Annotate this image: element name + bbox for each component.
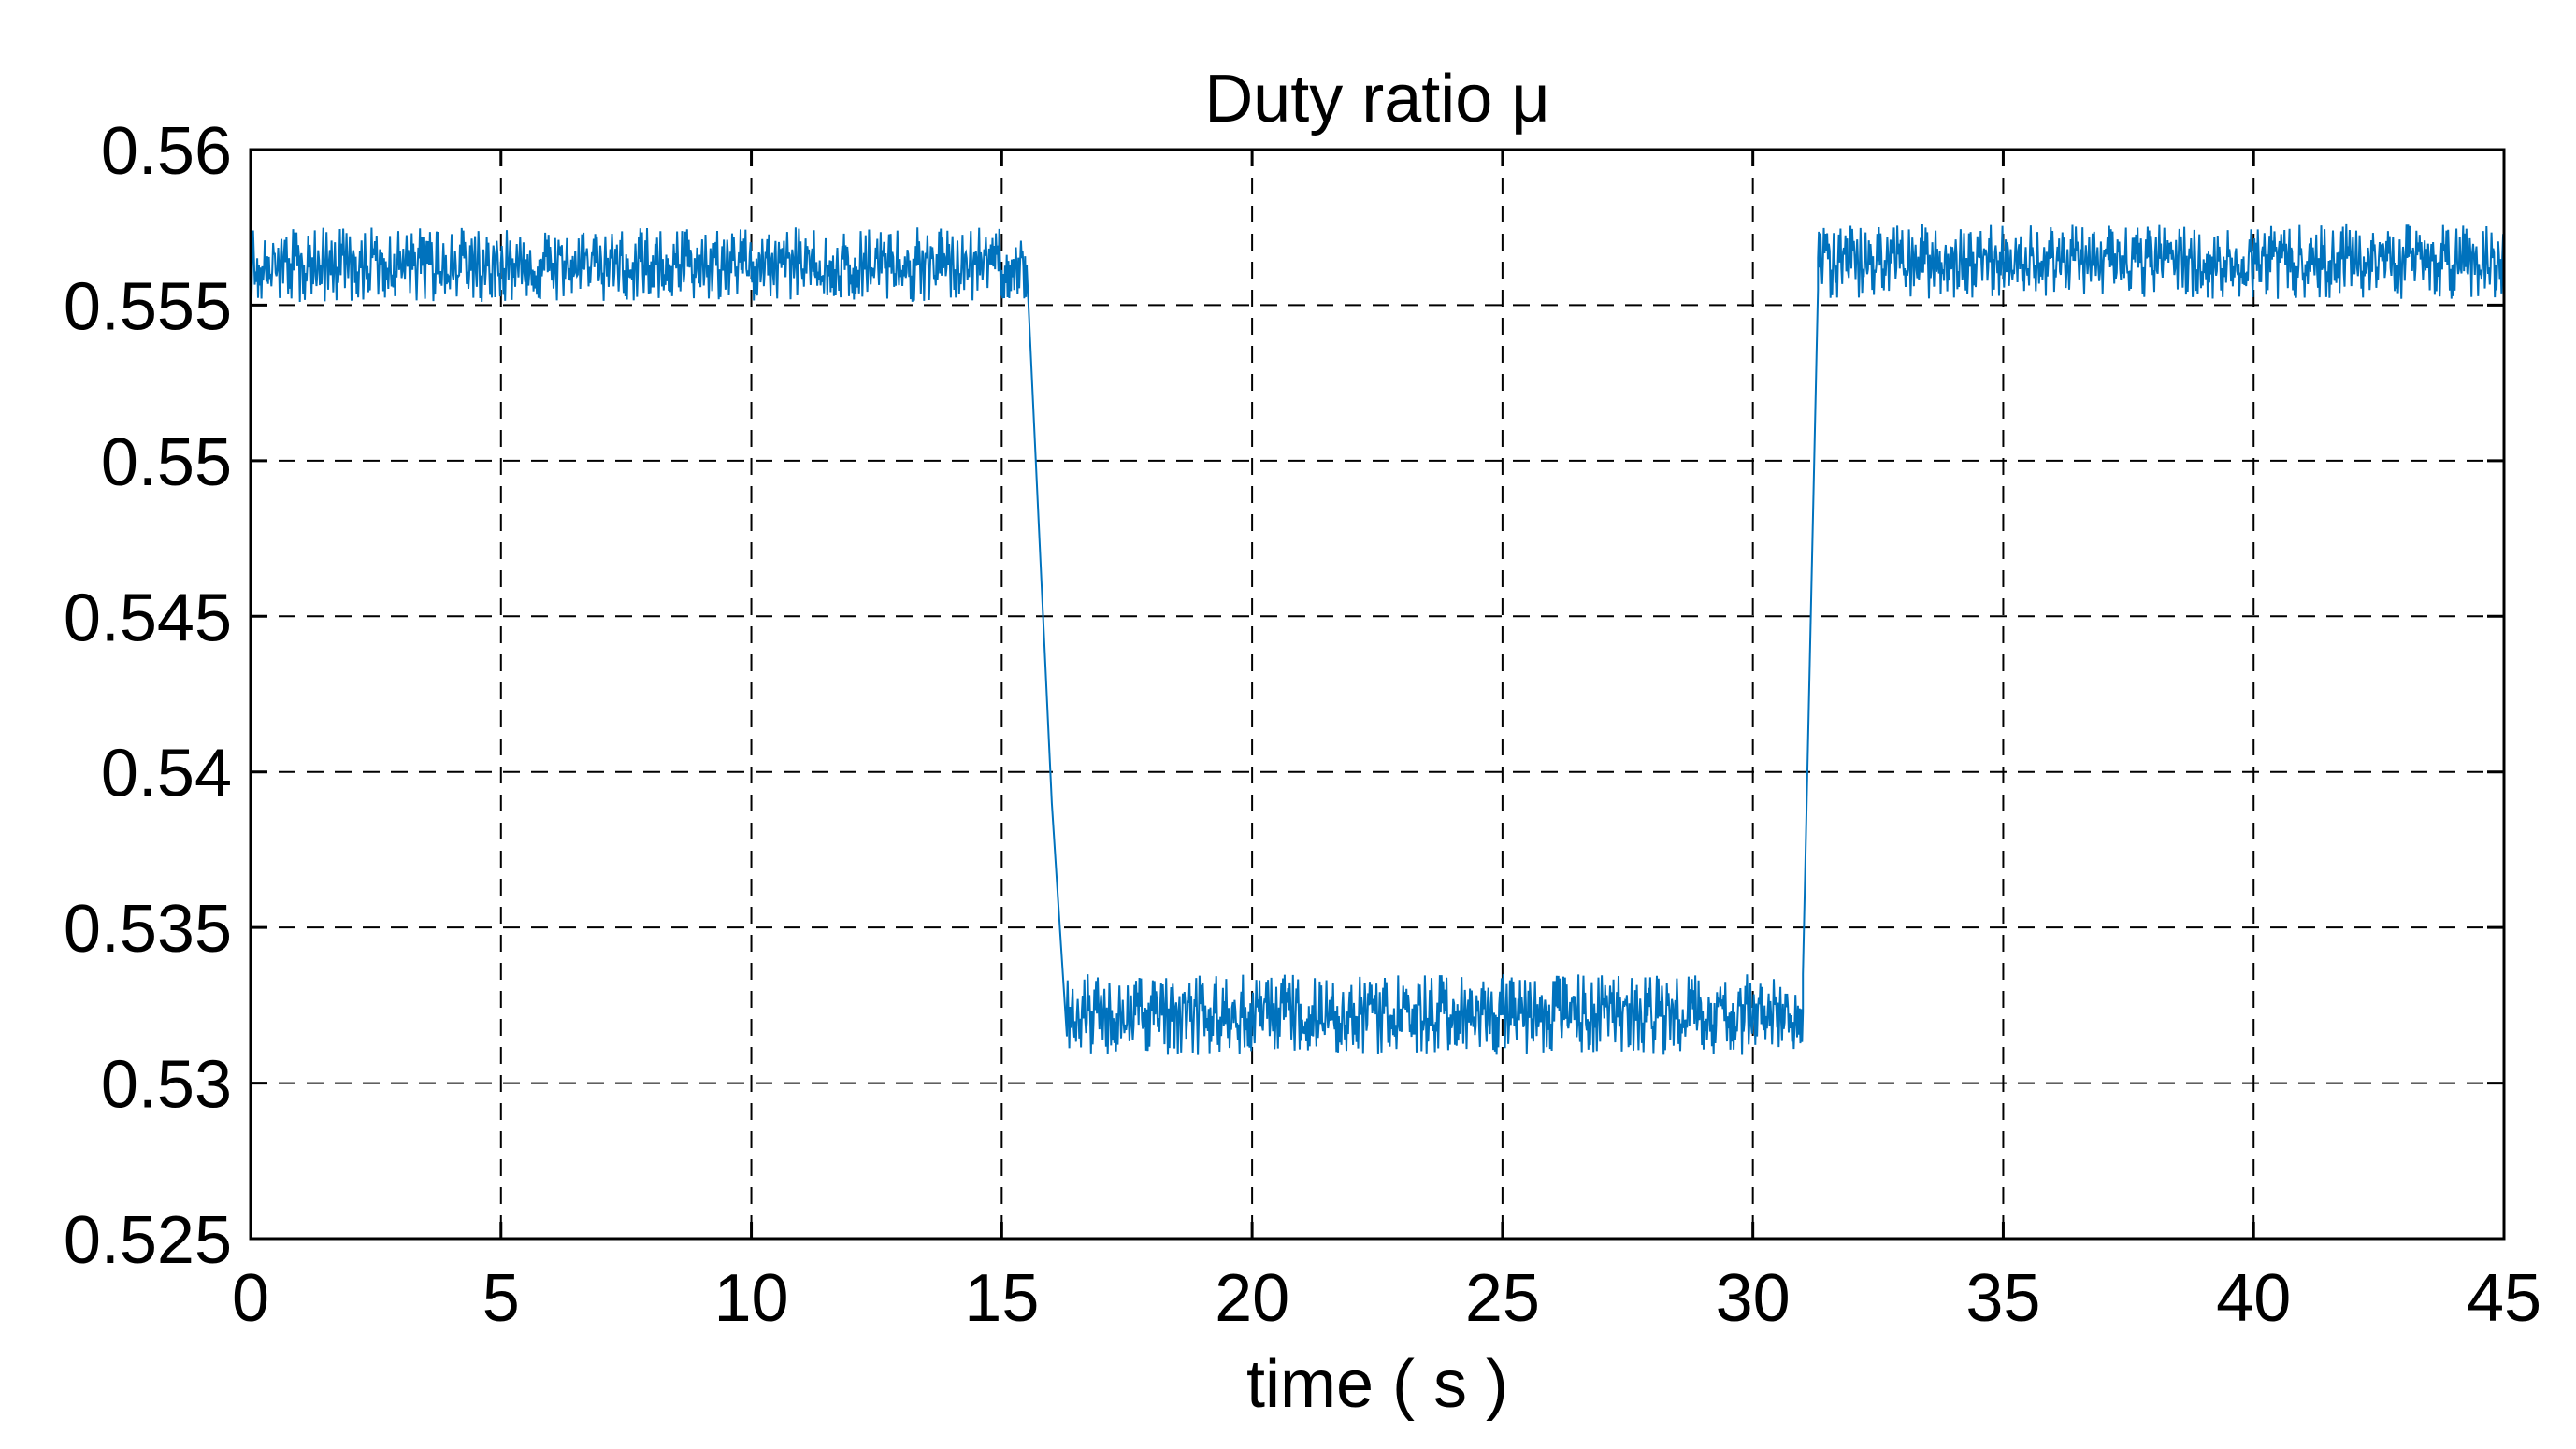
x-tick-label: 5 [482, 1261, 520, 1336]
y-tick-label: 0.525 [64, 1203, 232, 1278]
x-tick-labels: 0 5 10 15 20 25 30 35 40 45 [232, 1261, 2541, 1336]
x-tick-label: 20 [1215, 1261, 1289, 1336]
y-tick-label: 0.535 [64, 892, 232, 967]
x-tick-label: 40 [2216, 1261, 2291, 1336]
y-tick-label: 0.53 [101, 1048, 232, 1123]
x-tick-label: 0 [232, 1261, 269, 1336]
y-tick-label: 0.54 [101, 737, 232, 811]
x-tick-label: 10 [714, 1261, 789, 1336]
x-tick-label: 15 [964, 1261, 1039, 1336]
grid-lines [251, 150, 2504, 1239]
y-tick-label: 0.55 [101, 425, 232, 500]
y-tick-label: 0.56 [101, 114, 232, 189]
x-tick-label: 25 [1465, 1261, 1540, 1336]
plot-frame [249, 148, 2506, 1241]
x-tick-label: 45 [2467, 1261, 2541, 1336]
axis-ticks [249, 148, 2506, 1241]
y-tick-label: 0.545 [64, 581, 232, 655]
x-tick-label: 35 [1965, 1261, 2040, 1336]
chart-title: Duty ratio μ [1204, 62, 1550, 136]
x-tick-label: 30 [1716, 1261, 1791, 1336]
y-tick-label: 0.555 [64, 269, 232, 344]
series-layer [250, 223, 2505, 1055]
y-tick-labels: 0.525 0.53 0.535 0.54 0.545 0.55 0.555 0.56 [64, 114, 232, 1278]
x-axis-label: time ( s ) [1246, 1347, 1508, 1422]
duty-ratio-series-line [250, 223, 2505, 1055]
